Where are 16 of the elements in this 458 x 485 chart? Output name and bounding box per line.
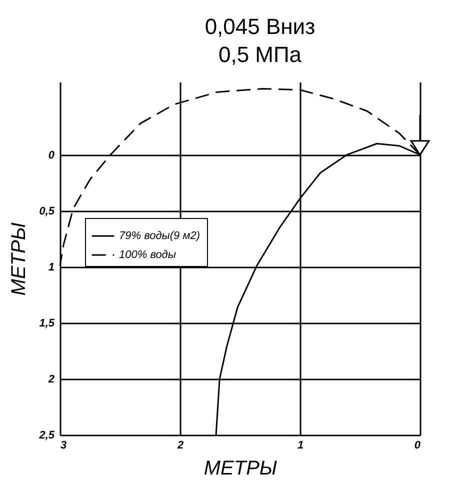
- y-tick-label: 1: [48, 261, 54, 274]
- x-tick-label: 1: [297, 440, 304, 452]
- y-axis-title: МЕТРЫ: [8, 222, 30, 296]
- x-tick-label: 0: [414, 440, 422, 452]
- chart-subtitle: 0,5 МПа: [218, 42, 302, 67]
- legend-label: 100% воды: [119, 249, 176, 261]
- y-tick-label: 0: [48, 149, 56, 162]
- x-axis-title: МЕТРЫ: [204, 458, 278, 480]
- legend-label: 79% воды(9 м2): [119, 230, 200, 242]
- y-tick-label: 2: [47, 373, 54, 386]
- x-tick-label: 2: [176, 440, 184, 452]
- y-tick-label: 2,5: [38, 430, 56, 442]
- y-tick-label: 1,5: [39, 317, 56, 330]
- chart-title: 0,045 Вниз: [204, 14, 316, 39]
- x-tick-label: 3: [60, 440, 67, 452]
- y-tick-label: 0,5: [39, 205, 56, 218]
